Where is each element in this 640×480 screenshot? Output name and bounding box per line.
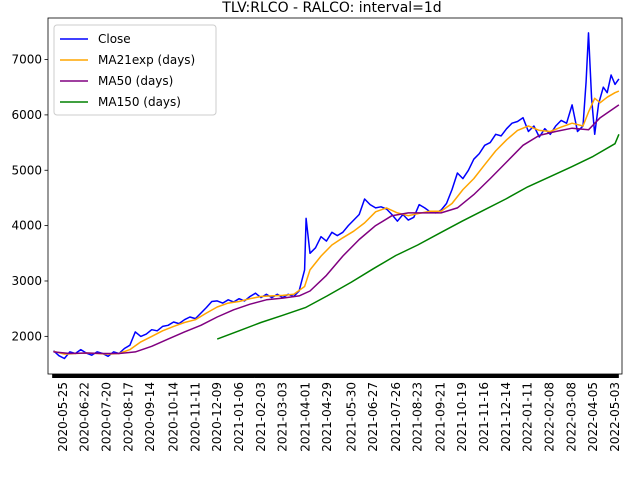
x-tick-label: 2021-10-19: [455, 382, 469, 452]
x-tick-label: 2021-03-03: [276, 382, 290, 452]
x-tick-label: 2020-07-20: [100, 382, 114, 452]
series-line-ma21exp-days-: [53, 90, 620, 355]
y-tick-label: 6000: [11, 108, 42, 122]
x-tick-label: 2022-03-08: [564, 382, 578, 452]
x-tick-label: 2020-10-14: [167, 382, 181, 452]
x-tick-label: 2020-11-11: [188, 382, 202, 452]
x-tick-label: 2021-04-01: [298, 382, 312, 452]
y-tick-label: 5000: [11, 163, 42, 177]
y-tick-label: 4000: [11, 219, 42, 233]
x-tick-label: 2020-05-25: [56, 382, 70, 452]
axes-layer: 2000 3000 4000 5000 6000 7000 2020-05-25 2020-0…: [11, 17, 623, 452]
x-tick-label: 2021-07-26: [389, 382, 403, 452]
legend-label: MA21exp (days): [98, 53, 195, 67]
legend: Close MA21exp (days) MA50 (days) MA150 (day…: [53, 24, 217, 116]
y-tick-label: 3000: [11, 274, 42, 288]
x-tick-label: 2021-06-27: [366, 382, 380, 452]
x-tick-label: 2021-11-16: [477, 382, 491, 452]
series-line-ma150-days-: [216, 134, 620, 340]
x-tick-label: 2020-12-09: [210, 382, 224, 452]
x-tick-label: 2022-02-08: [543, 382, 557, 452]
x-tick-label: 2021-12-14: [499, 382, 513, 452]
y-tick-label: 2000: [11, 329, 42, 343]
legend-label: MA50 (days): [98, 74, 173, 88]
x-tick-label: 2021-08-23: [411, 382, 425, 452]
legend-label: Close: [98, 32, 131, 46]
x-tick-label: 2022-01-11: [521, 382, 535, 452]
x-tick-label: 2021-01-06: [232, 382, 246, 452]
x-tick-label: 2022-05-03: [608, 382, 622, 452]
chart-title: TLV:RLCO - RALCO: interval=1d: [221, 0, 441, 16]
legend-label: MA150 (days): [98, 95, 181, 109]
x-tick-label: 2020-08-17: [121, 382, 135, 452]
x-tick-label: 2021-09-21: [433, 382, 447, 452]
x-minor-ticks: [52, 374, 619, 378]
x-tick-label: 2021-04-29: [320, 382, 334, 452]
x-tick-label: 2020-06-22: [78, 382, 92, 452]
x-tick-label: 2021-05-30: [344, 382, 358, 452]
y-tick-label: 7000: [11, 53, 42, 67]
x-tick-label: 2020-09-14: [143, 382, 157, 452]
legend-box: [53, 24, 217, 116]
x-tick-label: 2022-04-05: [586, 382, 600, 452]
series-layer: [52, 32, 620, 360]
series-line-ma50-days-: [53, 104, 620, 355]
series-line-close: [52, 32, 620, 360]
x-tick-label: 2021-02-03: [254, 382, 268, 452]
